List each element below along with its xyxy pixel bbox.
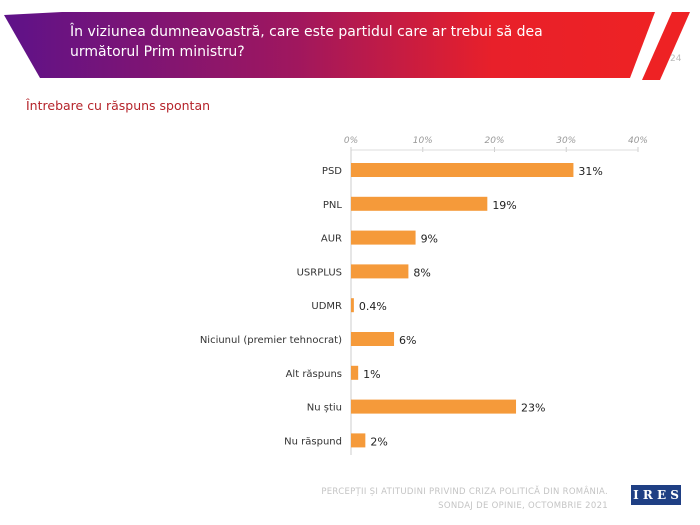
value-label: 19%: [492, 199, 516, 212]
page-number: 24: [670, 54, 682, 64]
bar: [351, 298, 354, 313]
value-label: 6%: [399, 334, 416, 347]
category-label: AUR: [321, 234, 342, 245]
value-label: 31%: [578, 165, 602, 178]
category-label: PSD: [322, 166, 342, 177]
value-label: 9%: [421, 233, 438, 246]
category-label: UDMR: [311, 301, 342, 312]
value-label: 23%: [521, 402, 545, 415]
x-tick-label: 20%: [484, 136, 504, 146]
bar: [351, 196, 488, 211]
x-tick-label: 40%: [628, 136, 648, 146]
bar-chart: 0% 10% 20% 30% 40% PSD 31% PNL 19% AUR 9% USRPLUS 8%…: [200, 136, 648, 455]
bar: [351, 264, 409, 279]
category-label: Nu știu: [307, 403, 342, 414]
category-label: Nu răspund: [284, 436, 342, 447]
bar: [351, 230, 416, 245]
footer-line2: SONDAJ DE OPINIE, OCTOMBRIE 2021: [438, 501, 608, 511]
footer-line1: PERCEPȚII ȘI ATITUDINI PRIVIND CRIZA POL…: [321, 487, 608, 497]
x-tick-label: 30%: [556, 136, 576, 146]
category-label: USRPLUS: [297, 267, 342, 278]
header-banner: [4, 12, 690, 80]
value-label: 1%: [363, 368, 380, 381]
category-label: Niciunul (premier tehnocrat): [200, 335, 342, 346]
category-label: PNL: [323, 200, 343, 211]
chart-subtitle: Întrebare cu răspuns spontan: [26, 98, 211, 113]
bar: [351, 365, 359, 380]
category-label: Alt răspuns: [286, 369, 342, 380]
bar: [351, 332, 395, 346]
value-label: 2%: [370, 435, 387, 448]
bar: [351, 433, 366, 448]
page-title: În viziunea dumneavoastră, care este par…: [70, 24, 543, 60]
bar: [351, 399, 517, 414]
value-label: 0.4%: [359, 300, 387, 313]
x-tick-label: 0%: [344, 136, 358, 146]
value-label: 8%: [413, 266, 430, 279]
bar: [351, 163, 574, 177]
footer-text: PERCEPȚII ȘI ATITUDINI PRIVIND CRIZA POL…: [321, 485, 608, 513]
x-tick-label: 10%: [413, 136, 433, 146]
